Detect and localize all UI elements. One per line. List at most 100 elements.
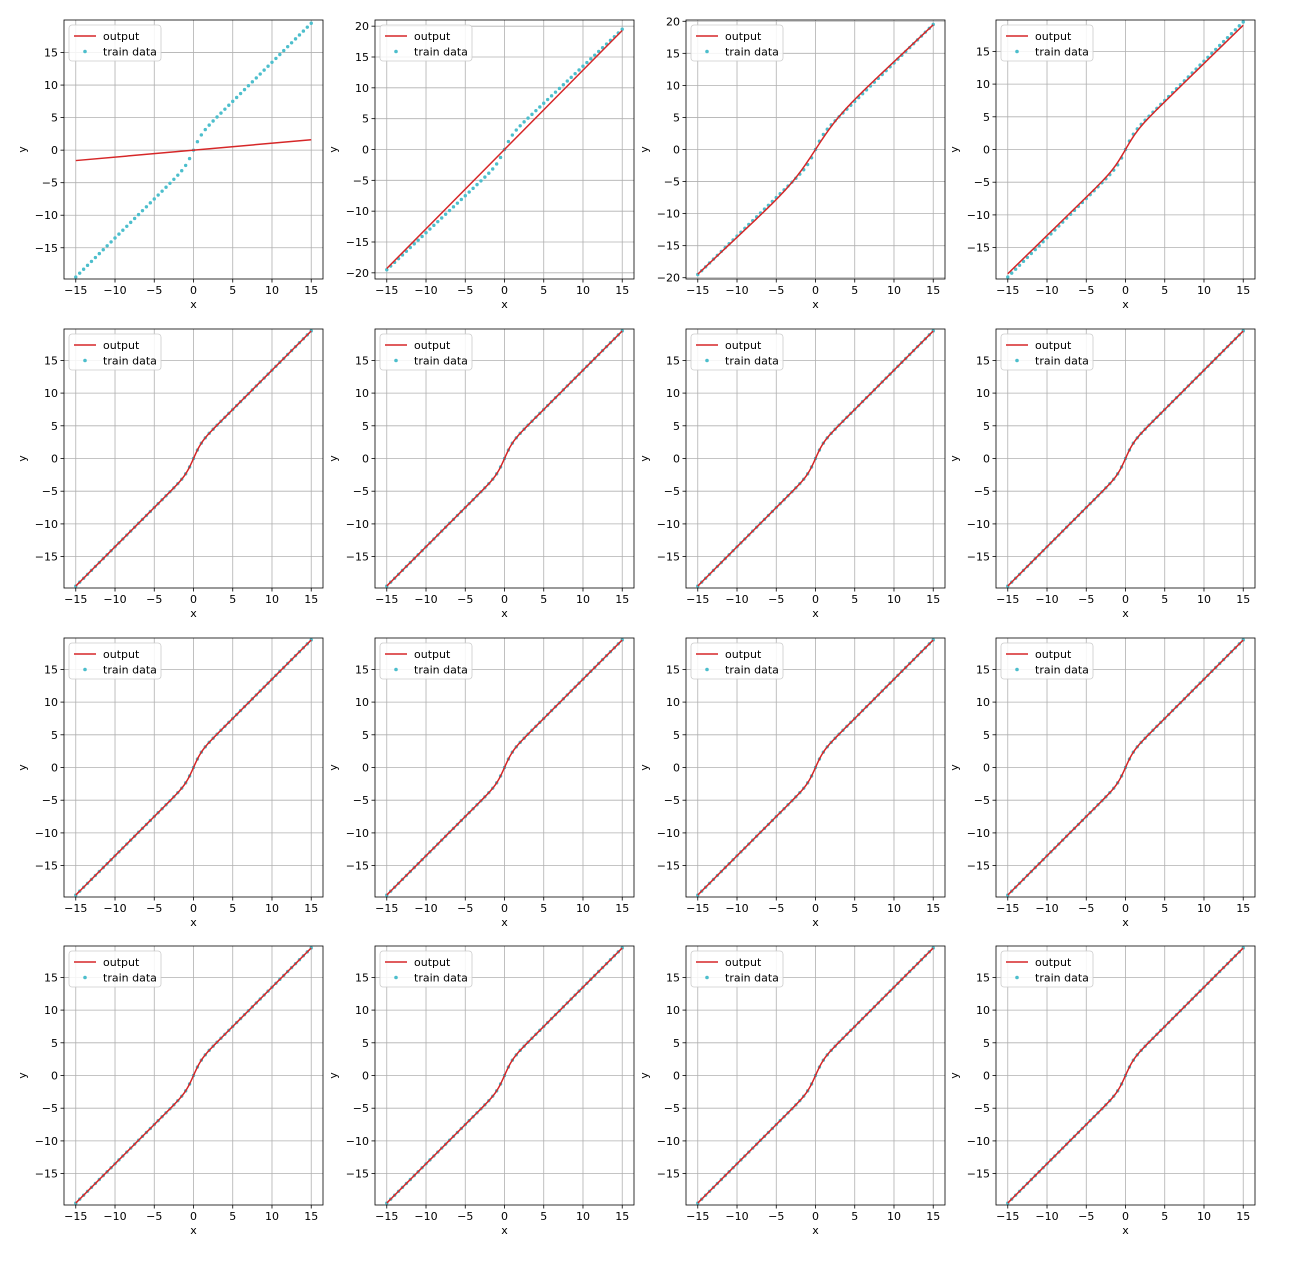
train-data-point [140,208,145,213]
train-data-point [463,194,467,198]
y-tick-label: −15 [346,1168,369,1181]
y-tick-label: 0 [673,453,680,466]
x-tick-label: −10 [414,902,437,915]
train-data-point [1225,35,1230,40]
x-tick-label: −10 [1035,284,1058,297]
x-tick-label: −10 [1035,902,1058,915]
x-tick-label: 0 [190,284,197,297]
train-data-point [227,103,231,107]
legend-box [690,642,784,680]
panel-r3-c3: −15 −10 −5 0 5 10 15 −15 −10 −5 0 5 10 15 x y output trai… [638,637,946,929]
x-tick-label: 5 [851,593,858,606]
y-axis-label: y [638,455,651,462]
x-axis-label: x [501,607,508,620]
y-tick-label: 15 [44,47,58,60]
y-tick-label: 10 [355,82,369,95]
x-tick-label: −5 [768,1210,784,1223]
y-tick-label: −5 [974,176,990,189]
x-tick-label: −15 [375,284,398,297]
train-data-point [565,79,569,83]
train-data-point [293,37,298,41]
train-data-point [596,49,601,54]
y-tick-label: −5 [974,485,990,498]
plot-area [1006,329,1245,588]
train-data-point [491,167,495,171]
x-tick-label: −15 [996,902,1019,915]
x-tick-label: −15 [64,902,87,915]
x-tick-label: 0 [1122,1210,1129,1223]
train-data-point [219,111,223,115]
legend-train-swatch [1015,975,1019,980]
x-tick-label: −10 [725,1210,748,1223]
train-data-point [97,251,102,256]
legend-box [379,642,473,680]
legend-output-label: output [414,648,451,661]
x-tick-label: 5 [851,1210,858,1223]
x-tick-label: 10 [1197,902,1211,915]
x-tick-label: 15 [615,902,629,915]
x-tick-label: 5 [1161,902,1168,915]
legend: output train data [68,333,162,371]
legend-train-swatch [83,49,87,54]
train-data-point [117,232,121,236]
y-tick-label: 5 [362,113,369,126]
x-tick-label: −5 [1078,902,1094,915]
train-data-point [152,197,156,201]
legend-train-label: train data [414,355,468,368]
y-tick-label: 0 [983,144,990,157]
y-tick-label: 0 [983,1070,990,1083]
legend-box [1000,950,1094,988]
y-tick-label: 0 [673,144,680,157]
train-data-point [81,267,86,271]
x-tick-label: −10 [414,1210,437,1223]
x-tick-label: −15 [375,593,398,606]
legend: output train data [68,950,162,988]
train-data-point [238,91,243,96]
y-tick-label: 5 [983,420,990,433]
x-tick-label: 0 [190,1210,197,1223]
y-tick-label: −5 [42,177,58,190]
y-tick-label: 10 [44,696,58,709]
x-tick-label: −15 [996,284,1019,297]
train-data-point [542,101,546,105]
train-data-point [231,99,235,104]
train-data-point [199,133,204,137]
legend-box [68,950,162,988]
train-data-point [132,216,137,221]
y-tick-label: −5 [353,794,369,807]
x-tick-label: 10 [265,593,279,606]
plot-area [74,946,313,1205]
x-tick-label: −5 [1078,1210,1094,1223]
x-tick-label: −10 [103,593,126,606]
x-tick-label: 15 [304,902,318,915]
legend-train-label: train data [1035,355,1089,368]
panel-r3-c4: −15 −10 −5 0 5 10 15 −15 −10 −5 0 5 10 15 x y output trai… [948,637,1256,929]
train-data-point [109,240,113,244]
y-tick-label: 15 [666,354,680,367]
train-data-point [467,190,471,194]
legend: output train data [379,950,473,988]
train-data-point [424,231,428,235]
panel-r2-c1: −15 −10 −5 0 5 10 15 −15 −10 −5 0 5 10 15 x y output trai… [16,328,324,620]
x-tick-label: −5 [768,593,784,606]
train-data-point [538,105,542,109]
train-data-point [385,268,389,272]
plot-area [385,946,624,1205]
x-tick-label: −10 [725,902,748,915]
train-data-point [129,220,133,225]
legend-train-swatch [1015,358,1019,363]
output-line [75,639,312,896]
y-tick-label: −5 [353,485,369,498]
output-line [1007,330,1244,587]
train-data-point [526,116,530,120]
train-data-point [234,95,239,100]
y-tick-label: 0 [983,453,990,466]
x-axis-label: x [1122,916,1129,929]
train-data-point [577,68,581,72]
train-data-point [487,171,491,175]
legend-train-swatch [83,975,87,980]
y-tick-label: −10 [967,209,990,222]
x-axis-label: x [812,916,819,929]
x-tick-label: 15 [304,1210,318,1223]
y-tick-label: −5 [974,794,990,807]
